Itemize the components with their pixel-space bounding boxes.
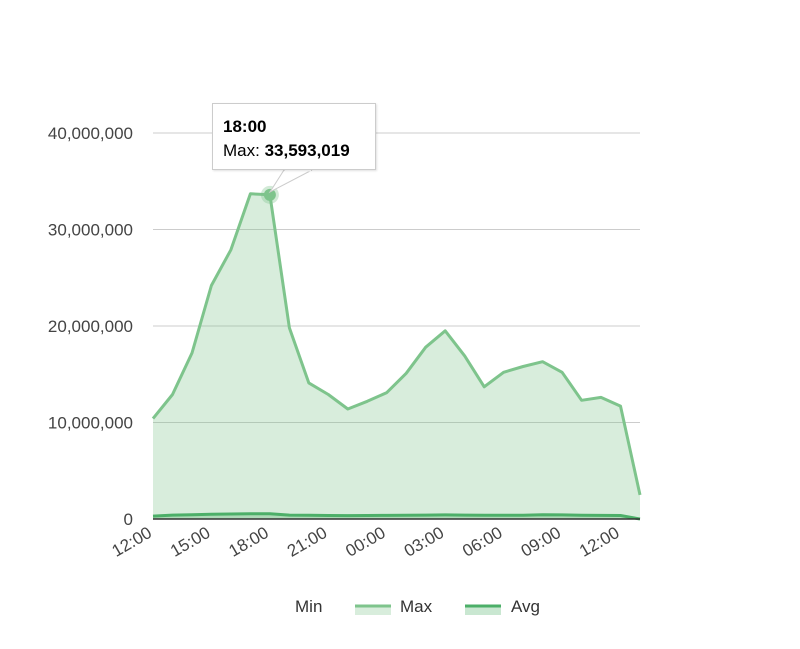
- y-tick-label: 0: [124, 510, 133, 529]
- tooltip: 18:00 Max: 33,593,019: [212, 103, 376, 170]
- hover-marker: [260, 185, 279, 204]
- x-tick-label: 15:00: [167, 523, 213, 561]
- tooltip-body: Max: 33,593,019: [223, 139, 365, 163]
- tooltip-title: 18:00: [223, 117, 267, 136]
- x-tick-label: 12:00: [576, 523, 622, 561]
- x-axis-tick-labels: 12:00 15:00 18:00 21:00 00:00 03:00 06:00 09:00…: [109, 523, 623, 561]
- line-avg: [152, 512, 641, 521]
- highlight-point: [263, 188, 276, 201]
- line-max: [151, 192, 642, 496]
- y-tick-label: 30,000,000: [48, 221, 133, 240]
- tooltip-pointer: [268, 169, 313, 194]
- tooltip-value: 33,593,019: [264, 141, 350, 160]
- area-max: [153, 193, 640, 520]
- x-tick-label: 18:00: [226, 523, 272, 561]
- x-tick-label: 00:00: [342, 523, 388, 561]
- y-tick-label: 40,000,000: [48, 124, 133, 143]
- series-lines: [151, 192, 642, 521]
- tooltip-label: Max:: [223, 141, 260, 160]
- x-tick-label: 06:00: [459, 523, 505, 561]
- y-tick-label: 10,000,000: [48, 414, 133, 433]
- legend-label-avg: Avg: [511, 597, 540, 616]
- legend-label-min: Min: [295, 597, 322, 616]
- x-tick-label: 03:00: [401, 523, 447, 561]
- series-areas: [153, 193, 640, 520]
- legend: Min Max Avg: [295, 597, 540, 616]
- x-tick-label: 21:00: [284, 523, 330, 561]
- y-axis-tick-labels: 0 10,000,000 20,000,000 30,000,000 40,000,00…: [48, 124, 133, 529]
- legend-label-max: Max: [400, 597, 433, 616]
- y-tick-label: 20,000,000: [48, 317, 133, 336]
- x-tick-label: 09:00: [518, 523, 564, 561]
- legend-swatch-max: [355, 606, 391, 615]
- legend-swatch-avg: [465, 606, 501, 615]
